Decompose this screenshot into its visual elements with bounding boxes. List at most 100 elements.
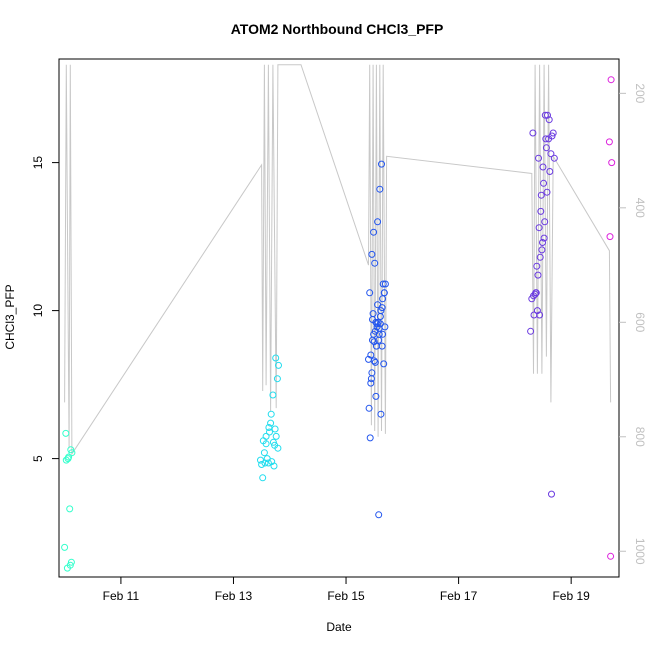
data-point	[543, 188, 551, 196]
data-point	[369, 316, 376, 323]
data-point	[370, 338, 378, 346]
data-point	[547, 150, 555, 158]
data-point	[546, 168, 554, 175]
data-point	[539, 239, 546, 246]
data-point	[377, 410, 385, 418]
data-point	[378, 342, 386, 350]
data-point	[368, 369, 376, 377]
data-point	[61, 543, 69, 551]
data-point	[366, 289, 374, 297]
data-point	[66, 561, 74, 569]
data-point	[381, 280, 389, 288]
data-point	[272, 432, 280, 440]
data-point	[550, 154, 558, 162]
data-point	[267, 410, 275, 418]
chart-title: ATOM2 Northbound CHCl3_PFP	[231, 21, 444, 37]
data-point	[539, 163, 547, 171]
data-point	[262, 432, 270, 440]
data-point	[375, 511, 383, 519]
data-point	[379, 330, 387, 338]
data-point	[62, 429, 70, 437]
data-point	[549, 129, 557, 137]
data-point	[540, 234, 548, 242]
data-point	[366, 434, 374, 442]
data-point	[380, 289, 388, 297]
data-point	[271, 425, 279, 433]
data-point	[605, 138, 613, 146]
x-tick-label: Feb 19	[552, 589, 590, 603]
data-point	[262, 440, 270, 448]
data-point	[376, 313, 384, 320]
data-point	[374, 218, 382, 226]
data-point	[608, 159, 616, 167]
data-point	[373, 320, 381, 328]
y-tick-label: 15	[31, 156, 45, 170]
data-point	[67, 446, 75, 454]
data-point	[548, 490, 555, 498]
data-point	[542, 135, 550, 143]
y2-tick-label: 600	[633, 312, 647, 332]
x-tick-label: Feb 11	[103, 589, 140, 603]
data-point	[368, 250, 376, 258]
y2-tick-label: 400	[633, 198, 647, 218]
data-point	[532, 289, 540, 297]
y-tick-label: 10	[31, 304, 45, 318]
data-point	[372, 392, 380, 400]
data-point	[269, 438, 277, 446]
data-point	[535, 224, 543, 232]
data-point	[376, 185, 384, 193]
data-point	[375, 336, 383, 344]
data-point	[370, 228, 378, 236]
data-point	[365, 404, 373, 412]
data-point	[260, 449, 268, 457]
data-point	[379, 280, 387, 288]
data-point	[68, 449, 76, 457]
data-point	[261, 459, 269, 467]
data-point	[607, 552, 615, 560]
data-point	[537, 207, 545, 215]
data-point	[527, 327, 535, 335]
x-tick-label: Feb 17	[440, 589, 478, 603]
data-point	[259, 474, 267, 482]
data-point	[536, 311, 544, 319]
data-point	[367, 351, 375, 359]
y-axis-label: CHCl3_PFP	[3, 284, 17, 349]
data-point	[380, 360, 388, 368]
data-point	[67, 558, 75, 566]
data-point	[538, 246, 546, 254]
data-point	[535, 154, 542, 162]
x-tick-label: Feb 13	[215, 589, 253, 603]
data-point	[270, 462, 278, 470]
x-axis-label: Date	[326, 620, 352, 634]
y2-tick-label: 1000	[633, 538, 647, 565]
data-point	[537, 191, 545, 199]
data-point	[545, 116, 553, 124]
data-point	[536, 253, 544, 261]
data-point	[533, 262, 541, 270]
data-point	[378, 304, 386, 312]
data-point	[371, 358, 379, 366]
data-point	[66, 505, 74, 513]
data-point	[274, 444, 282, 452]
data-point	[272, 354, 280, 362]
data-point	[533, 307, 541, 315]
data-point	[267, 419, 275, 427]
data-point	[534, 271, 542, 279]
data-point	[269, 391, 277, 399]
data-point	[370, 357, 378, 365]
data-point	[371, 259, 379, 267]
data-point	[273, 375, 281, 383]
data-point	[541, 218, 549, 226]
data-point	[275, 361, 282, 369]
secondary-series-line	[64, 64, 612, 456]
data-point	[258, 461, 266, 468]
plot-frame	[58, 58, 620, 578]
data-point	[544, 111, 551, 119]
data-point	[265, 424, 273, 431]
data-point	[607, 76, 615, 84]
y2-tick-label: 800	[633, 427, 647, 447]
data-point	[264, 459, 272, 467]
data-point	[606, 233, 614, 241]
data-point	[542, 144, 550, 152]
data-point	[541, 111, 549, 119]
